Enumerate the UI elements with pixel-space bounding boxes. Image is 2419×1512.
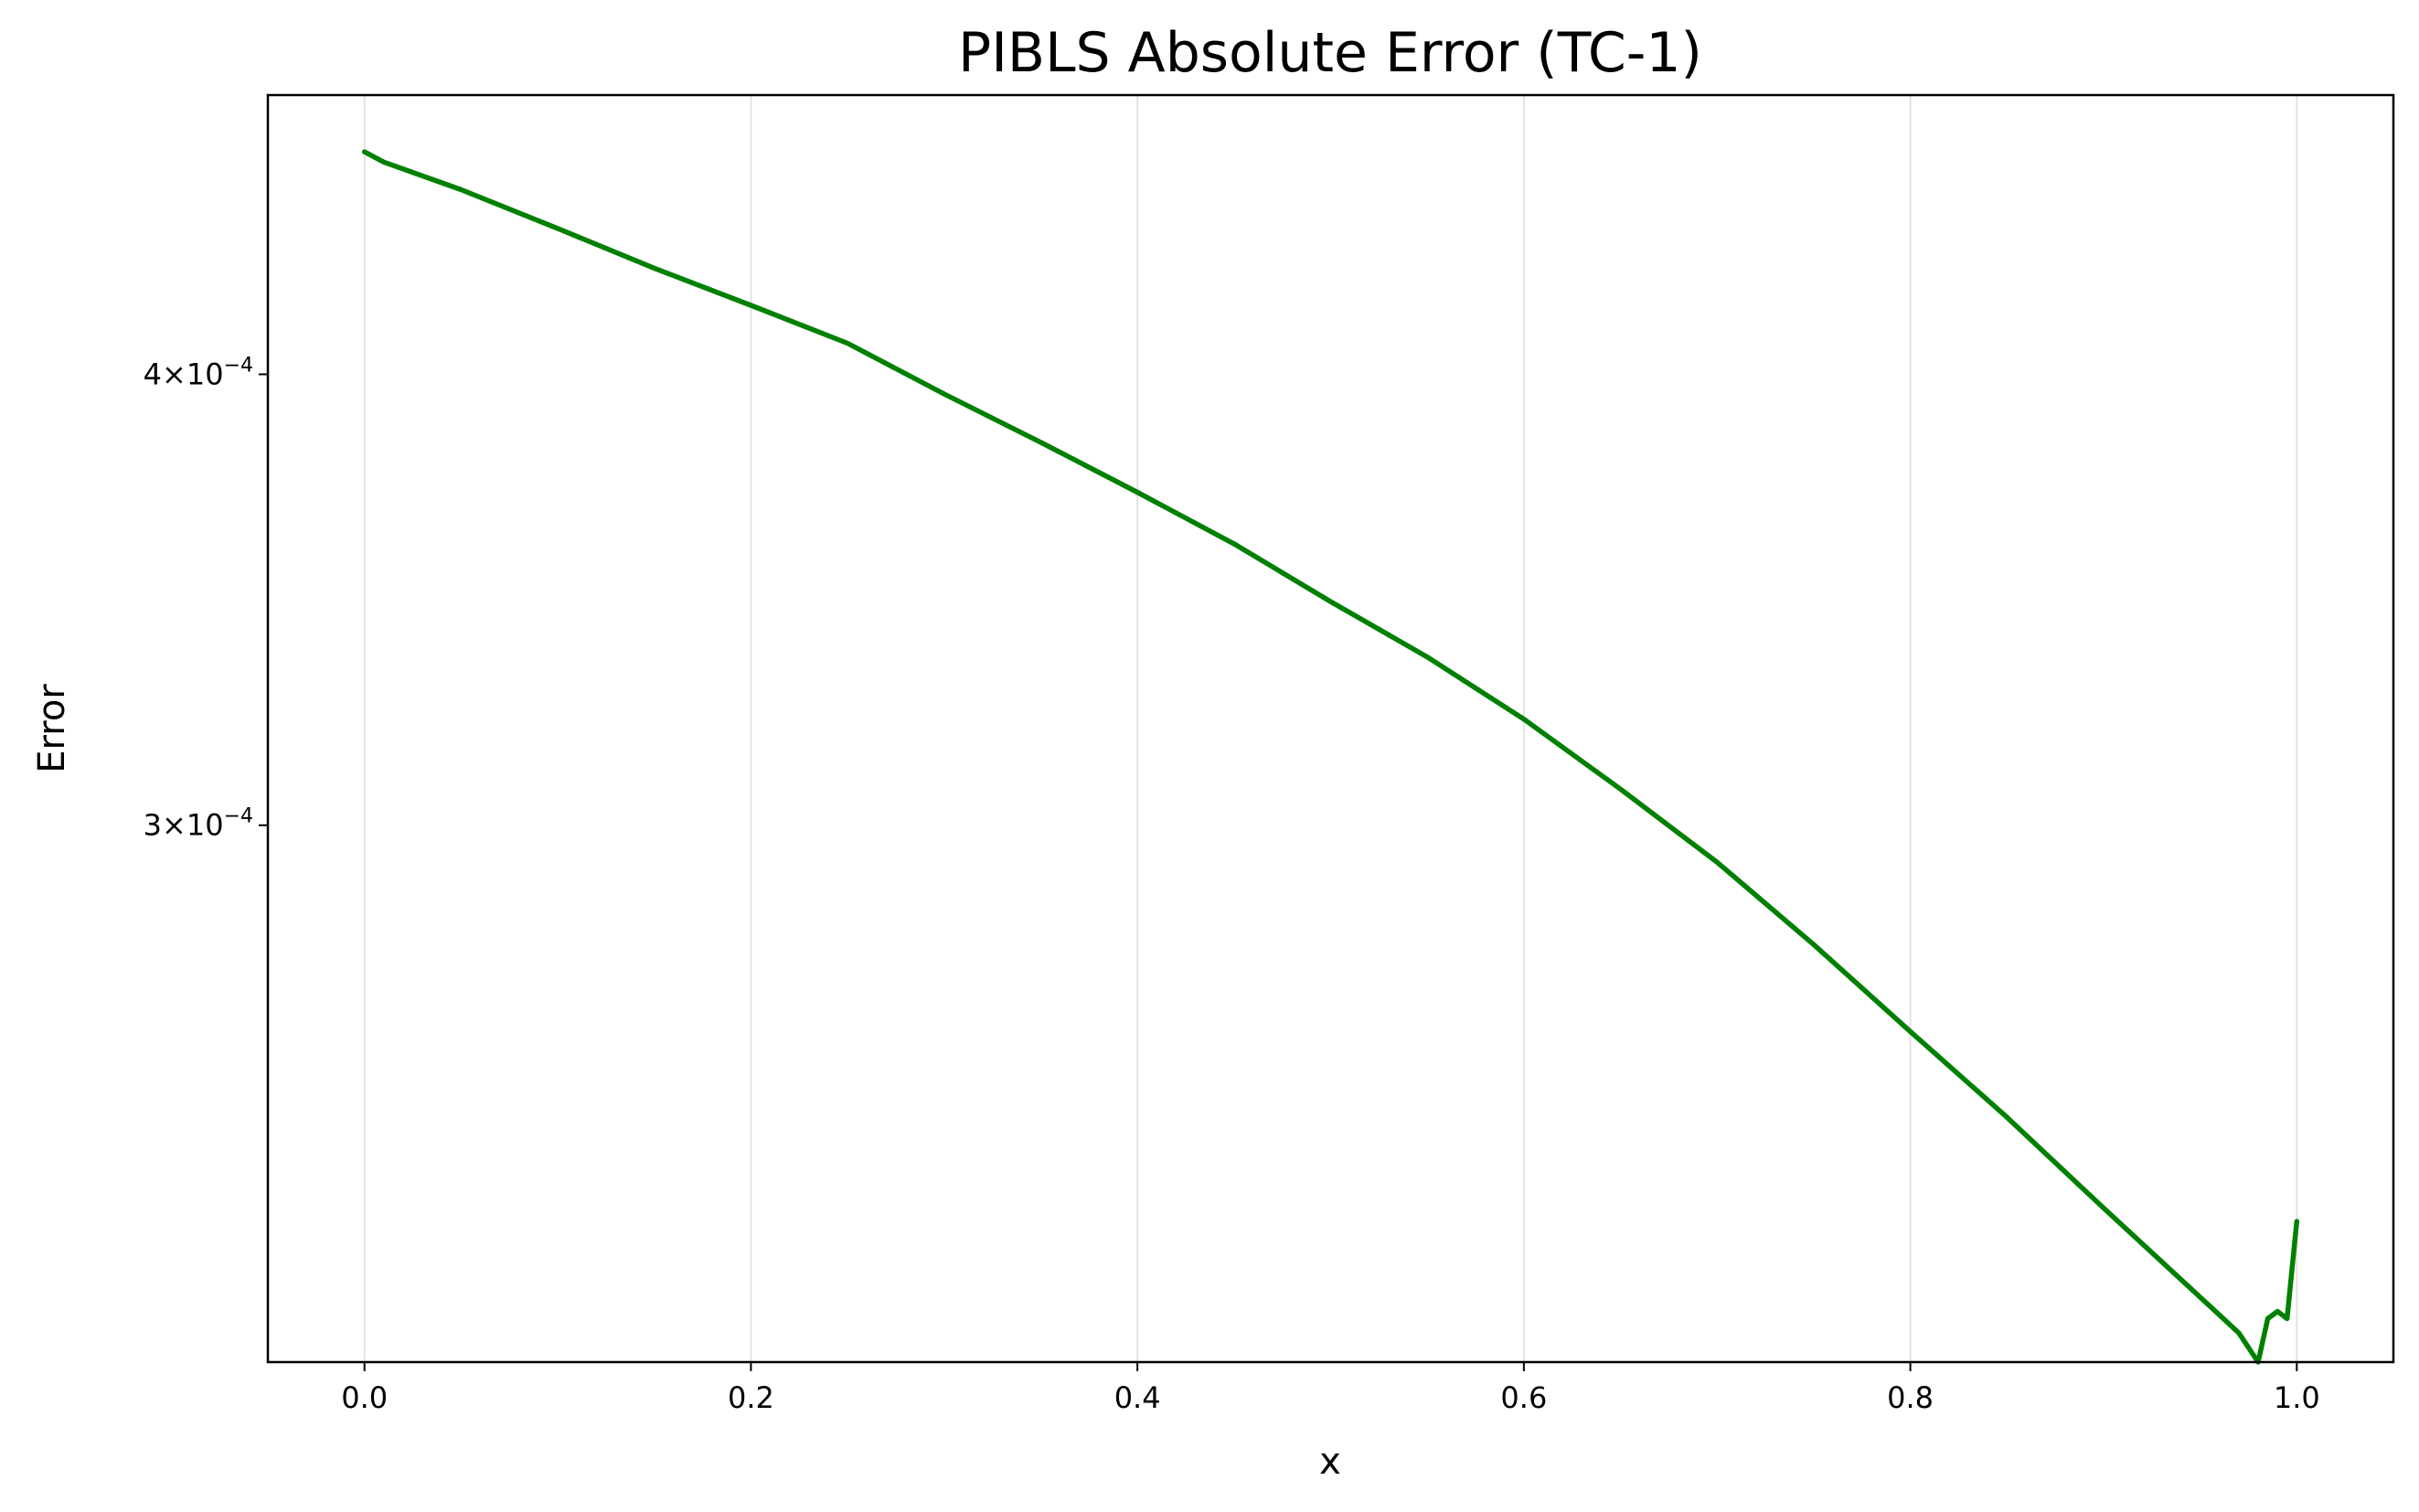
series-line bbox=[361, 149, 2300, 1365]
y-axis-ticks: 4×10−43×10−4 bbox=[144, 354, 268, 843]
y-tick-base: 3 bbox=[144, 808, 162, 843]
chart-title: PIBLS Absolute Error (TC-1) bbox=[958, 21, 1702, 85]
y-tick-exponent: −4 bbox=[224, 354, 253, 377]
y-tick-label: 3×10−4 bbox=[144, 805, 253, 843]
series-line-group bbox=[361, 149, 2300, 1365]
y-axis-label: Error bbox=[31, 684, 73, 773]
x-tick-label: 1.0 bbox=[2274, 1380, 2320, 1415]
y-tick-multiplier: ×10 bbox=[162, 808, 224, 843]
x-tick-label: 0.0 bbox=[341, 1380, 388, 1415]
x-axis-label: x bbox=[1319, 1441, 1341, 1483]
y-tick-exponent: −4 bbox=[224, 805, 253, 828]
x-tick-label: 0.8 bbox=[1887, 1380, 1934, 1415]
x-tick-label: 0.2 bbox=[728, 1380, 774, 1415]
x-tick-label: 0.4 bbox=[1114, 1380, 1161, 1415]
y-tick-label: 4×10−4 bbox=[144, 354, 253, 391]
x-tick-label: 0.6 bbox=[1500, 1380, 1547, 1415]
y-tick-base: 4 bbox=[144, 357, 162, 391]
y-tick-multiplier: ×10 bbox=[162, 357, 224, 391]
plot-frame bbox=[266, 93, 2395, 1364]
x-axis-ticks: 0.0 0.2 0.4 0.6 0.8 1.0 bbox=[341, 1362, 2320, 1415]
